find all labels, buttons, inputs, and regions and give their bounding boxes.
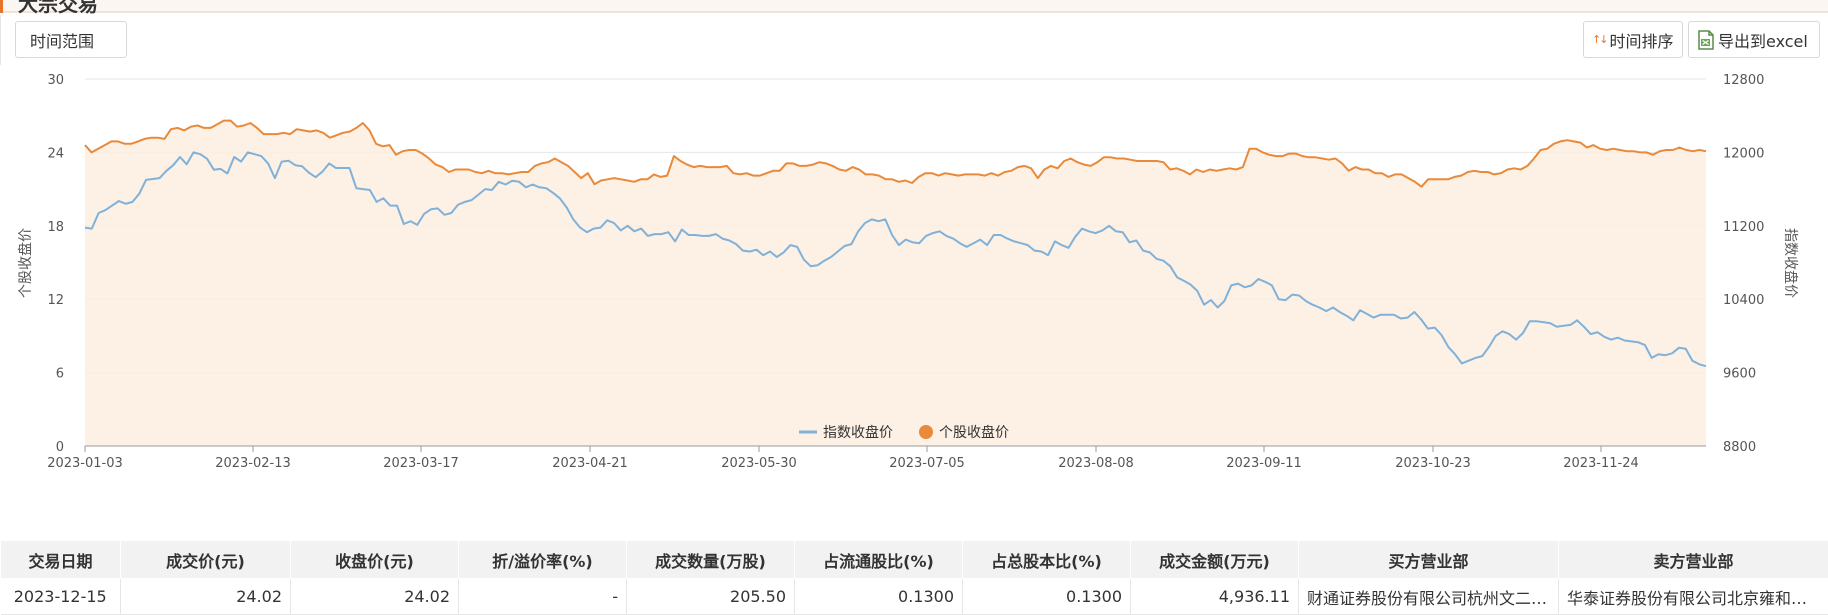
x-tick-label: 2023-05-30 xyxy=(721,456,797,471)
time-sort-button[interactable]: ↑↓ 时间排序 xyxy=(1583,21,1683,58)
time-range-label: 时间范围 xyxy=(30,28,94,52)
x-tick-label: 2023-07-05 xyxy=(889,456,965,471)
legend-label[interactable]: 指数收盘价 xyxy=(823,424,893,441)
x-tick-label: 2023-04-21 xyxy=(552,456,628,471)
y-right-tick-label: 10400 xyxy=(1723,293,1764,308)
x-tick-label: 2023-11-24 xyxy=(1563,456,1639,471)
y-right-tick-label: 9600 xyxy=(1723,367,1756,382)
time-sort-label: 时间排序 xyxy=(1609,28,1673,52)
deal-price-cell: 24.02 xyxy=(121,579,291,615)
y-left-tick-label: 12 xyxy=(47,293,64,308)
y-left-tick-label: 24 xyxy=(47,146,64,161)
chart-area-layer xyxy=(85,121,1706,446)
stock-price-area xyxy=(85,121,1706,446)
y-left-tick-label: 6 xyxy=(56,367,64,382)
column-header[interactable]: 买方营业部 xyxy=(1299,541,1559,579)
export-excel-button[interactable]: 导出到excel xyxy=(1688,21,1820,58)
price-chart: 0 8800 6 9600 12 10400 18 11200 24 12000 30 12800 个股… xyxy=(0,65,1828,535)
column-header[interactable]: 占总股本比(%) xyxy=(963,541,1131,579)
chart-toolbar: 时间范围 ↑↓ 时间排序 导出到excel xyxy=(0,15,1828,65)
column-header[interactable]: 成交金额(万元) xyxy=(1131,541,1299,579)
y-left-tick-label: 30 xyxy=(47,73,64,88)
amount-cell: 4,936.11 xyxy=(1131,579,1299,615)
legend-stock-swatch xyxy=(919,425,933,439)
column-header[interactable]: 成交价(元) xyxy=(121,541,291,579)
block-trade-table: 交易日期 成交价(元) 收盘价(元) 折/溢价率(%) 成交数量(万股) 占流通… xyxy=(0,540,1828,615)
volume-cell: 205.50 xyxy=(627,579,795,615)
y-right-tick-label: 11200 xyxy=(1723,220,1764,235)
time-range-button[interactable]: 时间范围 xyxy=(15,21,127,58)
premium-rate-cell: - xyxy=(459,579,627,615)
seller-branch-cell[interactable]: 华泰证券股份有限公司北京雍和宫证券营业部 xyxy=(1559,579,1828,615)
export-excel-label: 导出到excel xyxy=(1718,28,1808,52)
y-right-tick-label: 12800 xyxy=(1723,73,1764,88)
excel-file-icon xyxy=(1697,30,1715,50)
table-header-row: 交易日期 成交价(元) 收盘价(元) 折/溢价率(%) 成交数量(万股) 占流通… xyxy=(1,541,1828,579)
column-header[interactable]: 卖方营业部 xyxy=(1559,541,1828,579)
y-left-axis-title: 个股收盘价 xyxy=(17,228,34,298)
price-chart-svg: 0 8800 6 9600 12 10400 18 11200 24 12000 30 12800 个股… xyxy=(0,65,1828,535)
y-right-tick-label: 8800 xyxy=(1723,440,1756,455)
sort-arrows-icon: ↑↓ xyxy=(1592,33,1606,46)
column-header[interactable]: 折/溢价率(%) xyxy=(459,541,627,579)
x-tick-label: 2023-01-03 xyxy=(47,456,123,471)
trade-date-cell: 2023-12-15 xyxy=(1,579,121,615)
total-share-ratio-cell: 0.1300 xyxy=(963,579,1131,615)
column-header[interactable]: 成交数量(万股) xyxy=(627,541,795,579)
x-tick-label: 2023-03-17 xyxy=(383,456,459,471)
y-right-tick-label: 12000 xyxy=(1723,146,1764,161)
table-row: 2023-12-15 24.02 24.02 - 205.50 0.1300 0… xyxy=(1,579,1828,615)
x-tick-label: 2023-09-11 xyxy=(1226,456,1302,471)
column-header[interactable]: 收盘价(元) xyxy=(291,541,459,579)
close-price-cell: 24.02 xyxy=(291,579,459,615)
float-share-ratio-cell: 0.1300 xyxy=(795,579,963,615)
buyer-branch-cell[interactable]: 财通证券股份有限公司杭州文二西路证券营业部 xyxy=(1299,579,1559,615)
x-tick-label: 2023-10-23 xyxy=(1395,456,1471,471)
y-left-tick-label: 0 xyxy=(56,440,64,455)
x-tick-label: 2023-08-08 xyxy=(1058,456,1134,471)
y-right-axis-title: 指数收盘价 xyxy=(1782,228,1799,298)
y-left-tick-label: 18 xyxy=(47,220,64,235)
column-header[interactable]: 交易日期 xyxy=(1,541,121,579)
section-header-strip: 大宗交易 xyxy=(0,0,1828,13)
column-header[interactable]: 占流通股比(%) xyxy=(795,541,963,579)
legend-label[interactable]: 个股收盘价 xyxy=(939,424,1009,441)
x-tick-label: 2023-02-13 xyxy=(215,456,291,471)
section-accent-bar xyxy=(0,0,3,13)
